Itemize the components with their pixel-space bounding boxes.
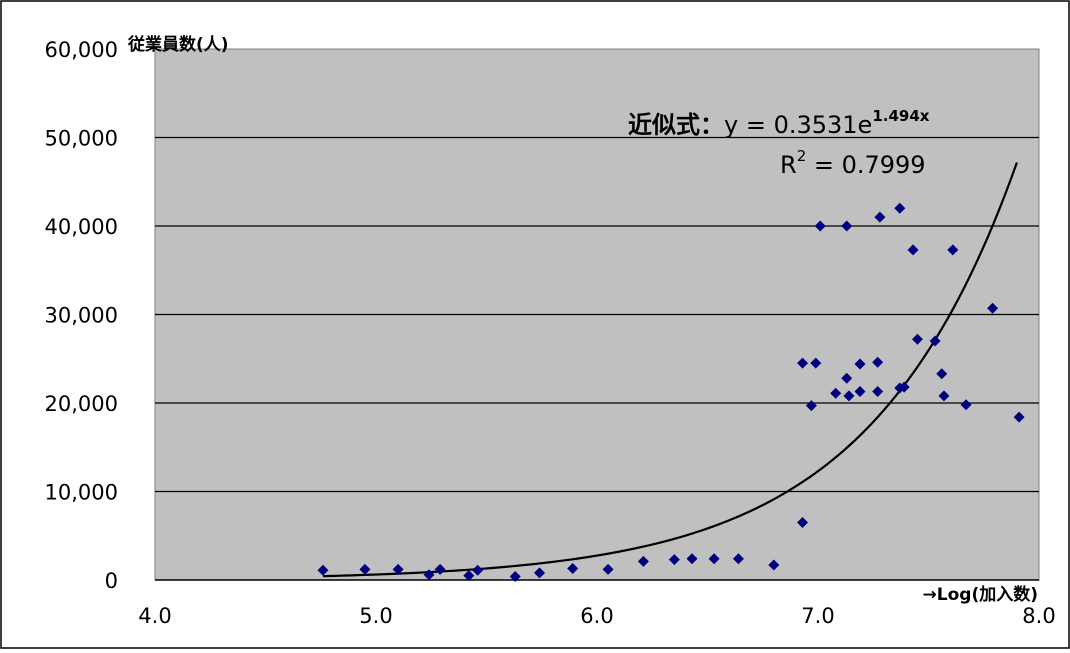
data-point xyxy=(668,554,680,566)
data-point xyxy=(567,562,579,574)
data-point xyxy=(534,567,546,579)
data-point xyxy=(854,385,866,397)
data-point xyxy=(947,244,959,256)
data-point xyxy=(872,385,884,397)
equation-exponent: 1.494x xyxy=(872,107,929,125)
r2-sup: 2 xyxy=(797,147,807,165)
data-point xyxy=(960,399,972,411)
data-point xyxy=(463,570,475,582)
y-tick-label: 30,000 xyxy=(45,304,118,328)
r-squared-label: R2 = 0.7999 xyxy=(780,147,926,179)
x-tick-label: 6.0 xyxy=(580,604,613,628)
data-point xyxy=(797,357,809,369)
y-tick-label: 20,000 xyxy=(45,392,118,416)
data-point xyxy=(987,302,999,314)
y-tick-label: 50,000 xyxy=(45,127,118,151)
x-axis-tick-labels: 4.0 5.0 6.0 7.0 8.0 xyxy=(138,604,1055,628)
x-tick-label: 5.0 xyxy=(359,604,392,628)
data-point xyxy=(686,553,698,565)
data-point xyxy=(732,553,744,565)
data-point xyxy=(805,400,817,412)
data-point xyxy=(768,559,780,571)
y-tick-label: 10,000 xyxy=(45,481,118,505)
r2-value: = 0.7999 xyxy=(806,151,925,179)
gridlines xyxy=(155,136,1039,581)
data-point xyxy=(423,569,435,581)
data-point xyxy=(637,555,649,567)
data-point xyxy=(472,564,484,576)
data-point xyxy=(434,563,446,575)
data-point xyxy=(911,333,923,345)
data-point xyxy=(874,211,886,223)
data-point xyxy=(509,570,521,582)
data-point xyxy=(872,356,884,368)
data-point xyxy=(830,387,842,399)
y-tick-label: 60,000 xyxy=(45,38,118,62)
data-point xyxy=(810,357,822,369)
trendline-equation: 近似式：y = 0.3531e1.494x xyxy=(628,107,930,139)
data-point xyxy=(938,390,950,402)
data-point xyxy=(814,220,826,232)
y-axis-title: 従業員数(人) xyxy=(127,34,229,55)
data-point xyxy=(602,563,614,575)
data-point xyxy=(1013,411,1025,423)
equation-prefix: 近似式： xyxy=(628,111,724,139)
data-point xyxy=(797,516,809,528)
x-tick-label: 7.0 xyxy=(801,604,834,628)
y-tick-label: 40,000 xyxy=(45,215,118,239)
data-point xyxy=(907,244,919,256)
r2-r: R xyxy=(780,151,797,179)
x-axis-title: →Log(加入数) xyxy=(923,584,1038,605)
data-point xyxy=(317,564,329,576)
data-point xyxy=(841,372,853,384)
data-points xyxy=(317,202,1025,582)
data-point xyxy=(841,220,853,232)
data-point xyxy=(894,202,906,214)
x-tick-label: 8.0 xyxy=(1022,604,1055,628)
data-point xyxy=(392,563,404,575)
x-tick-label: 4.0 xyxy=(138,604,171,628)
data-point xyxy=(843,390,855,402)
data-point xyxy=(854,358,866,370)
y-axis-tick-labels: 0 10,000 20,000 30,000 40,000 50,000 60,000 xyxy=(45,38,118,593)
data-point xyxy=(708,553,720,565)
data-point xyxy=(929,335,941,347)
y-tick-label: 0 xyxy=(105,569,118,593)
equation-main: y = 0.3531e xyxy=(724,111,872,139)
data-point xyxy=(359,563,371,575)
data-point xyxy=(936,368,948,380)
data-point xyxy=(898,381,910,393)
